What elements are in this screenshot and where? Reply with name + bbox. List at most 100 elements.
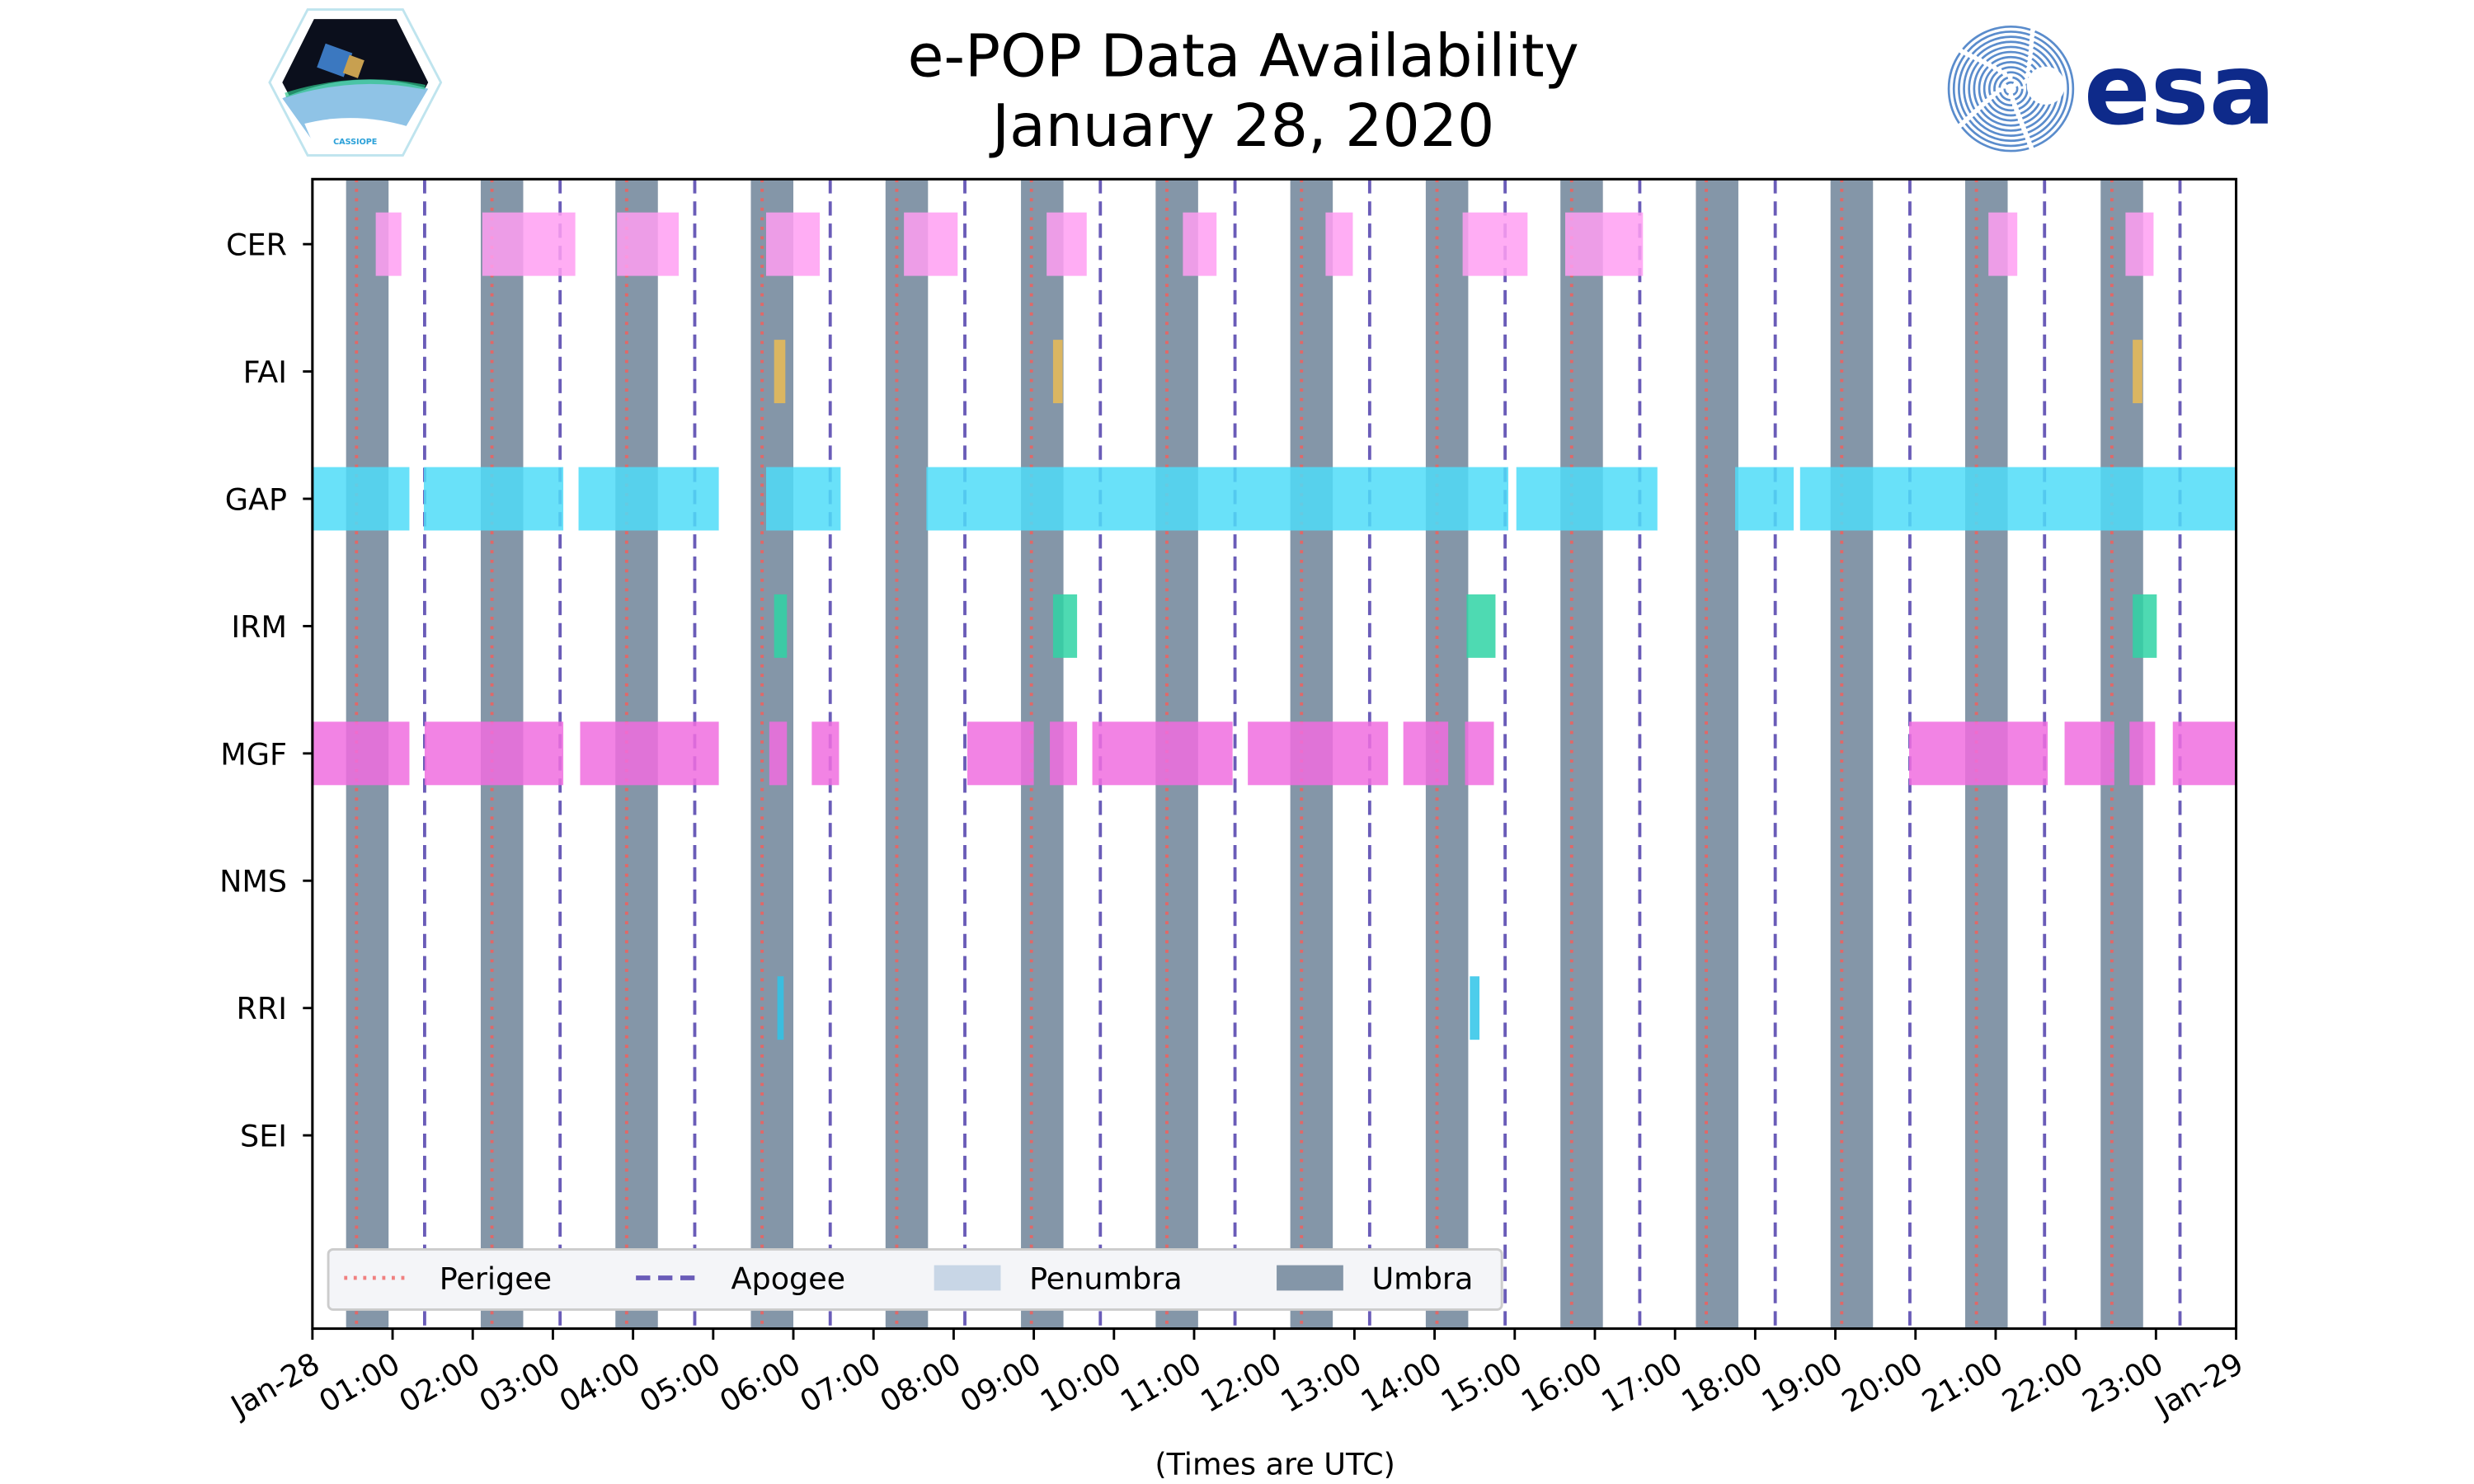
x-tick-label: 09:00	[954, 1345, 1047, 1420]
availability-bar-irm	[1466, 594, 1496, 658]
umbra-band	[1830, 179, 1874, 1329]
umbra-band	[885, 179, 929, 1329]
availability-bar-cer	[1325, 212, 1353, 276]
availability-bar-mgf	[769, 721, 788, 786]
x-tick-label: 12:00	[1195, 1345, 1288, 1420]
x-tick-label: 20:00	[1836, 1345, 1929, 1420]
availability-bar-fai	[774, 340, 786, 404]
availability-bar-gap	[423, 467, 564, 531]
x-tick-label: 21:00	[1916, 1345, 2009, 1420]
availability-bar-mgf	[967, 721, 1034, 786]
availability-bar-gap	[1799, 467, 2236, 531]
esa-logo: esa	[1947, 25, 2275, 153]
availability-bar-cer	[1183, 212, 1217, 276]
x-tick-label: Jan-29	[2147, 1345, 2250, 1425]
legend-label: Perigee	[440, 1261, 552, 1296]
chart-title: e-POP Data Availability	[908, 21, 1579, 90]
umbra-band	[1560, 179, 1603, 1329]
availability-bar-mgf	[1908, 721, 2048, 786]
availability-bar-cer	[1565, 212, 1644, 276]
legend-label: Apogee	[731, 1261, 846, 1296]
y-tick-label: IRM	[231, 609, 287, 645]
x-tick-label: 15:00	[1435, 1345, 1528, 1420]
availability-bar-mgf	[1092, 721, 1233, 786]
availability-bar-gap	[765, 467, 841, 531]
availability-bar-mgf	[1465, 721, 1494, 786]
x-tick-label: 03:00	[473, 1345, 567, 1420]
x-tick-label: 18:00	[1676, 1345, 1769, 1420]
availability-bar-mgf	[2064, 721, 2114, 786]
x-tick-label: 22:00	[1997, 1345, 2090, 1420]
cassiope-logo-text: CASSIOPE	[333, 138, 377, 147]
esa-e-mark	[2026, 66, 2065, 105]
y-tick-label: GAP	[225, 481, 287, 517]
x-tick-label: 01:00	[313, 1345, 406, 1420]
availability-bar-rri	[1470, 976, 1480, 1040]
umbra-band	[1696, 179, 1738, 1329]
legend: Perigee Apogee Penumbra Umbra	[327, 1247, 1503, 1311]
esa-logo-text: esa	[2084, 33, 2275, 148]
availability-bar-mgf	[580, 721, 719, 786]
availability-bar-cer	[1047, 212, 1087, 276]
umbra-legend-swatch	[1277, 1265, 1343, 1291]
esa-ring-mark	[1947, 25, 2075, 153]
availability-bar-mgf	[2172, 721, 2236, 786]
legend-label: Umbra	[1371, 1261, 1473, 1296]
availability-bar-mgf	[811, 721, 840, 786]
cassiope-logo: CASSIOPE	[268, 8, 443, 157]
x-tick-label: 16:00	[1515, 1345, 1608, 1420]
x-tick-label: Jan-28	[223, 1345, 326, 1425]
availability-bar-cer	[1988, 212, 2018, 276]
availability-bar-mgf	[312, 721, 410, 786]
availability-bar-gap	[312, 467, 410, 531]
availability-bar-cer	[482, 212, 576, 276]
availability-bar-cer	[375, 212, 402, 276]
x-tick-label: 10:00	[1034, 1345, 1127, 1420]
legend-box	[327, 1247, 1503, 1311]
availability-bar-cer	[904, 212, 958, 276]
x-tick-label: 14:00	[1355, 1345, 1448, 1420]
y-tick-label: SEI	[240, 1119, 287, 1154]
esa-ring-mark	[1952, 31, 2070, 148]
y-tick-label: FAI	[243, 355, 287, 390]
availability-bar-mgf	[1050, 721, 1078, 786]
x-tick-label: 06:00	[713, 1345, 807, 1420]
availability-bar-gap	[1735, 467, 1794, 531]
availability-bar-gap	[1516, 467, 1658, 531]
availability-bar-fai	[1052, 340, 1063, 404]
availability-bar-mgf	[1403, 721, 1449, 786]
x-tick-label: 17:00	[1596, 1345, 1689, 1420]
x-tick-label: 11:00	[1114, 1345, 1207, 1420]
x-axis-label: (Times are UTC)	[1155, 1446, 1395, 1482]
y-tick-label: CER	[226, 228, 287, 263]
availability-bar-cer	[1462, 212, 1528, 276]
availability-bar-irm	[1052, 594, 1078, 658]
availability-bar-gap	[926, 467, 1509, 531]
y-tick-label: RRI	[237, 991, 288, 1026]
chart-subtitle: January 28, 2020	[989, 92, 1494, 160]
x-tick-label: 23:00	[2077, 1345, 2170, 1420]
availability-bar-cer	[765, 212, 821, 276]
x-tick-label: 04:00	[553, 1345, 647, 1420]
esa-ring-mark	[1998, 76, 2024, 101]
availability-bar-mgf	[1248, 721, 1389, 786]
availability-bar-rri	[777, 976, 784, 1040]
plot-frame	[311, 177, 2238, 1331]
penumbra-legend-swatch	[934, 1265, 1001, 1291]
availability-bar-irm	[2133, 594, 2157, 658]
availability-bar-irm	[774, 594, 788, 658]
esa-ring-mark	[2003, 81, 2019, 96]
availability-bar-gap	[578, 467, 719, 531]
y-tick-label: MGF	[220, 736, 287, 772]
availability-bar-fai	[2133, 340, 2142, 404]
availability-bar-mgf	[2129, 721, 2156, 786]
x-tick-label: 07:00	[794, 1345, 887, 1420]
y-tick-label: NMS	[219, 864, 287, 899]
legend-label: Penumbra	[1029, 1261, 1183, 1296]
availability-bar-cer	[617, 212, 680, 276]
x-tick-label: 05:00	[633, 1345, 727, 1420]
x-tick-label: 19:00	[1756, 1345, 1849, 1420]
esa-ring-mark	[1987, 66, 2034, 112]
x-tick-label: 13:00	[1275, 1345, 1368, 1420]
